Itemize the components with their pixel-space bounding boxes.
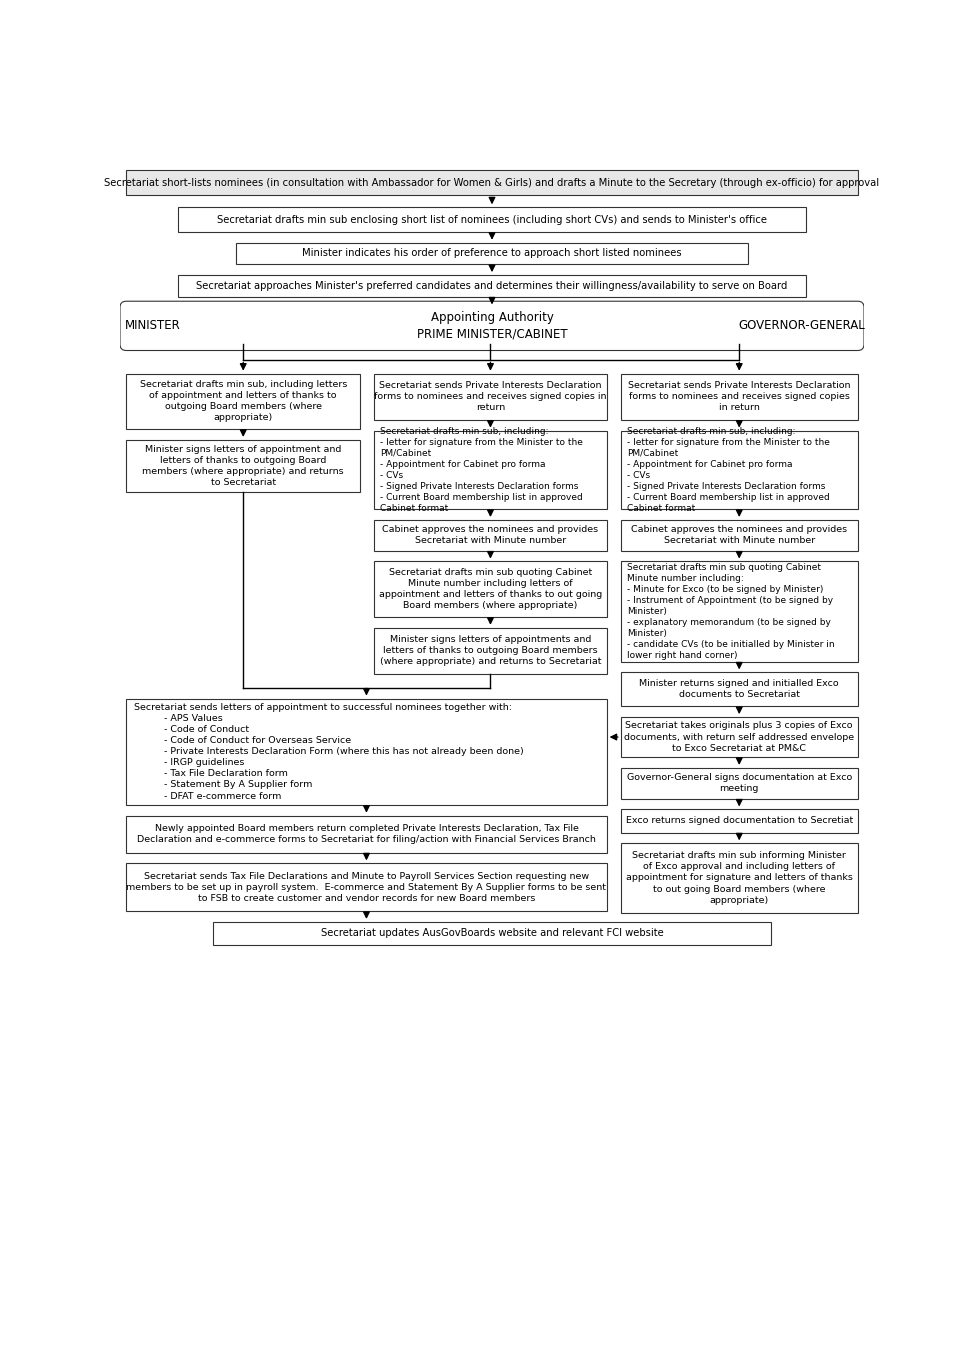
Bar <box>621 843 858 912</box>
Text: Appointing Authority
PRIME MINISTER/CABINET: Appointing Authority PRIME MINISTER/CABI… <box>417 312 567 341</box>
Text: Minister returns signed and initialled Exco
documents to Secretariat: Minister returns signed and initialled E… <box>639 680 839 699</box>
Bar <box>179 208 805 233</box>
FancyBboxPatch shape <box>120 301 864 350</box>
Bar <box>126 863 607 911</box>
Text: Newly appointed Board members return completed Private Interests Declaration, Ta: Newly appointed Board members return com… <box>137 824 596 844</box>
Text: Secretariat sends letters of appointment to successful nominees together with:
 : Secretariat sends letters of appointment… <box>134 703 524 800</box>
Bar <box>374 561 607 617</box>
Bar <box>126 373 360 430</box>
Text: Secretariat short-lists nominees (in consultation with Ambassador for Women & Gi: Secretariat short-lists nominees (in con… <box>105 178 879 187</box>
Bar <box>621 561 858 662</box>
Text: Secretariat drafts min sub quoting Cabinet
Minute number including letters of
ap: Secretariat drafts min sub quoting Cabin… <box>379 568 602 610</box>
Text: Secretariat sends Private Interests Declaration
forms to nominees and receives s: Secretariat sends Private Interests Decl… <box>374 382 607 412</box>
Bar <box>621 672 858 706</box>
Text: Secretariat takes originals plus 3 copies of Exco
documents, with return self ad: Secretariat takes originals plus 3 copie… <box>624 721 854 752</box>
Bar <box>213 922 771 945</box>
Text: Cabinet approves the nominees and provides
Secretariat with Minute number: Cabinet approves the nominees and provid… <box>631 525 848 546</box>
Text: Minister signs letters of appointments and
letters of thanks to outgoing Board m: Minister signs letters of appointments a… <box>380 635 601 666</box>
Text: Secretariat drafts min sub enclosing short list of nominees (including short CVs: Secretariat drafts min sub enclosing sho… <box>217 215 767 224</box>
Text: Exco returns signed documentation to Secretiat: Exco returns signed documentation to Sec… <box>626 817 852 825</box>
Bar <box>236 242 748 264</box>
Text: Secretariat updates AusGovBoards website and relevant FCI website: Secretariat updates AusGovBoards website… <box>321 929 663 938</box>
Bar <box>374 373 607 420</box>
Bar <box>374 628 607 674</box>
Text: Secretariat drafts min sub, including:
- letter for signature from the Minister : Secretariat drafts min sub, including: -… <box>380 427 584 513</box>
Bar <box>126 699 607 804</box>
Bar <box>621 717 858 757</box>
Bar <box>374 431 607 509</box>
Text: Secretariat drafts min sub informing Minister
of Exco approval and including let: Secretariat drafts min sub informing Min… <box>626 851 852 904</box>
Text: Secretariat drafts min sub, including:
- letter for signature from the Minister : Secretariat drafts min sub, including: -… <box>627 427 829 513</box>
Text: Secretariat sends Private Interests Declaration
forms to nominees and receives s: Secretariat sends Private Interests Decl… <box>628 382 851 412</box>
Bar <box>374 520 607 551</box>
Bar <box>126 815 607 852</box>
Bar <box>621 431 858 509</box>
Bar <box>179 275 805 297</box>
Text: GOVERNOR-GENERAL: GOVERNOR-GENERAL <box>738 319 865 332</box>
Text: MINISTER: MINISTER <box>125 319 180 332</box>
Text: Governor-General signs documentation at Exco
meeting: Governor-General signs documentation at … <box>627 773 852 793</box>
Text: Secretariat sends Tax File Declarations and Minute to Payroll Services Section r: Secretariat sends Tax File Declarations … <box>127 871 607 903</box>
Text: Secretariat drafts min sub, including letters
of appointment and letters of than: Secretariat drafts min sub, including le… <box>139 380 347 423</box>
Bar <box>621 373 858 420</box>
Bar <box>621 767 858 799</box>
Text: Minister signs letters of appointment and
letters of thanks to outgoing Board
me: Minister signs letters of appointment an… <box>142 445 344 487</box>
Text: Cabinet approves the nominees and provides
Secretariat with Minute number: Cabinet approves the nominees and provid… <box>382 525 598 546</box>
Bar <box>126 171 858 196</box>
Bar <box>621 520 858 551</box>
Bar <box>126 440 360 492</box>
Text: Minister indicates his order of preference to approach short listed nominees: Minister indicates his order of preferen… <box>302 249 682 259</box>
Text: Secretariat approaches Minister's preferred candidates and determines their will: Secretariat approaches Minister's prefer… <box>196 280 788 291</box>
Text: Secretariat drafts min sub quoting Cabinet
Minute number including:
- Minute for: Secretariat drafts min sub quoting Cabin… <box>627 562 834 661</box>
Bar <box>621 810 858 833</box>
